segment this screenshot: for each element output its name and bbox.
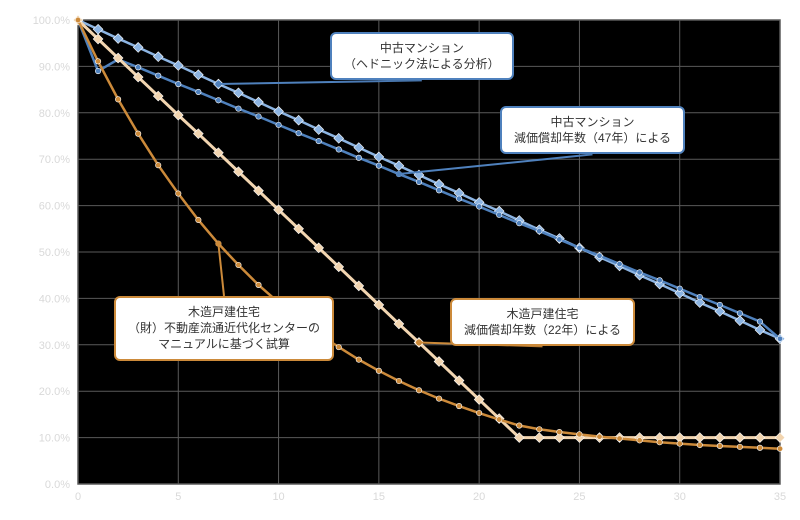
callout-line: 減価償却年数（47年）による <box>514 130 671 146</box>
callout-line: （ヘドニック法による分析） <box>344 56 500 72</box>
svg-text:5: 5 <box>175 491 181 503</box>
svg-text:50.0%: 50.0% <box>39 247 70 259</box>
svg-text:10.0%: 10.0% <box>39 433 70 445</box>
svg-text:90.0%: 90.0% <box>39 61 70 73</box>
svg-text:30: 30 <box>674 491 686 503</box>
callout-line: 減価償却年数（22年）による <box>464 322 621 338</box>
chart-frame: 0.0% 10.0% 20.0% 30.0% 40.0% 50.0% 60.0% 70.0% 8… <box>0 0 800 520</box>
svg-text:0.0%: 0.0% <box>45 479 70 491</box>
svg-text:100.0%: 100.0% <box>33 15 71 27</box>
callout-mansion-hedonic: 中古マンション （ヘドニック法による分析） <box>330 32 514 80</box>
chart-wrap: 0.0% 10.0% 20.0% 30.0% 40.0% 50.0% 60.0% 70.0% 8… <box>10 8 790 508</box>
callout-mansion-dep47: 中古マンション 減価償却年数（47年）による <box>500 106 685 154</box>
callout-wood-manual: 木造戸建住宅 （財）不動産流通近代化センターの マニュアルに基づく試算 <box>114 296 334 361</box>
callout-line: 木造戸建住宅 <box>128 304 320 320</box>
callout-line: 中古マンション <box>514 114 671 130</box>
callout-line: 木造戸建住宅 <box>464 306 621 322</box>
svg-text:80.0%: 80.0% <box>39 108 70 120</box>
svg-text:0: 0 <box>75 491 81 503</box>
svg-text:60.0%: 60.0% <box>39 201 70 213</box>
svg-text:35: 35 <box>774 491 786 503</box>
callout-wood-dep22: 木造戸建住宅 減価償却年数（22年）による <box>450 298 635 346</box>
svg-text:20.0%: 20.0% <box>39 386 70 398</box>
callout-line: （財）不動産流通近代化センターの <box>128 320 320 336</box>
callout-line: 中古マンション <box>344 40 500 56</box>
svg-text:10: 10 <box>272 491 284 503</box>
line-chart: 0.0% 10.0% 20.0% 30.0% 40.0% 50.0% 60.0% 70.0% 8… <box>10 8 790 508</box>
callout-line: マニュアルに基づく試算 <box>128 336 320 352</box>
svg-text:30.0%: 30.0% <box>39 340 70 352</box>
svg-text:25: 25 <box>573 491 585 503</box>
svg-text:70.0%: 70.0% <box>39 154 70 166</box>
svg-text:15: 15 <box>373 491 385 503</box>
svg-text:20: 20 <box>473 491 485 503</box>
svg-text:40.0%: 40.0% <box>39 293 70 305</box>
